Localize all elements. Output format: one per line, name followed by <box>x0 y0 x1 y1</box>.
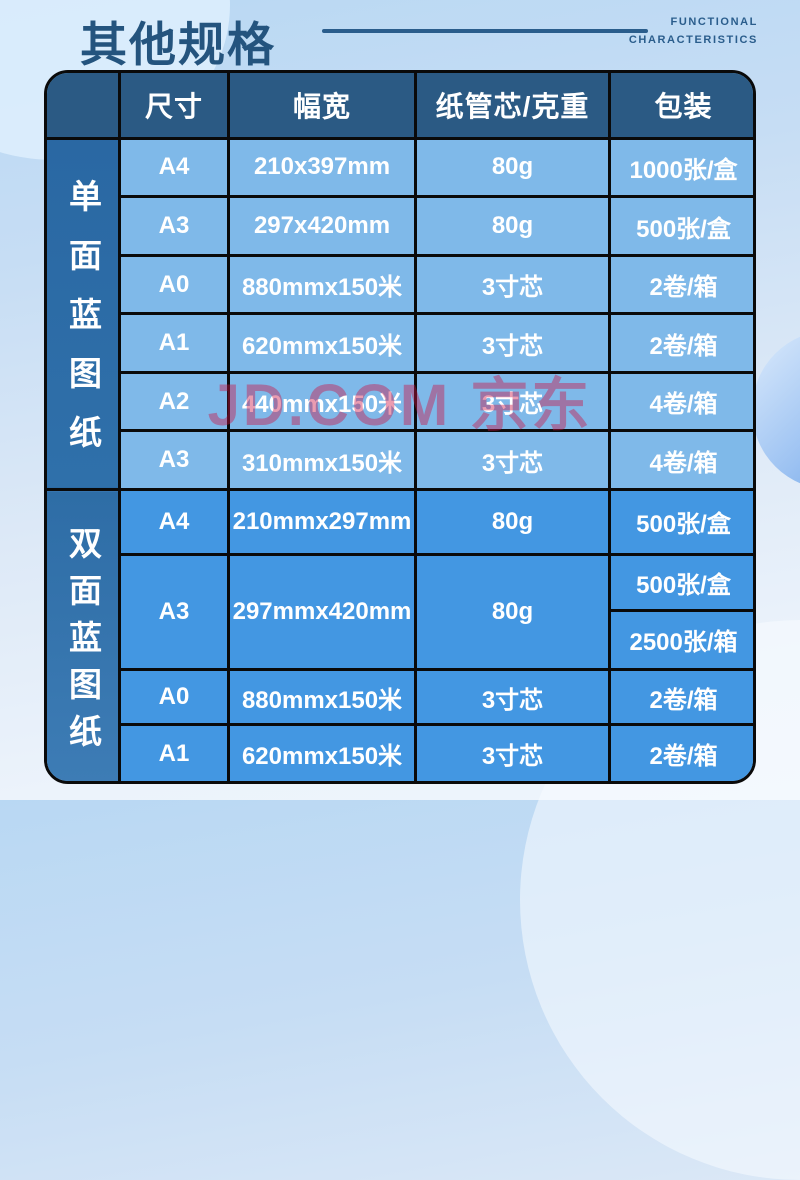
table-row: A3 297mmx420mm 80g 500张/盒 <box>47 552 753 671</box>
col-header-packing: 包装 <box>608 73 753 140</box>
table-row: A0 880mmx150米 3寸芯 2卷/箱 <box>47 667 753 727</box>
cell-packing: 4卷/箱 <box>608 370 753 433</box>
cell-width: 297mmx420mm <box>227 552 417 671</box>
cell-size: A2 <box>118 370 230 433</box>
tagline: FUNCTIONAL CHARACTERISTICS <box>629 13 758 49</box>
table-row: A2 440mmx150米 3寸芯 4卷/箱 <box>47 370 753 433</box>
cell-packing: 4卷/箱 <box>608 429 753 492</box>
table-row: 单面蓝图纸 A4 210x397mm 80g 1000张/盒 <box>47 136 753 492</box>
cell-packing: 2卷/箱 <box>608 312 753 374</box>
table-subrow: 2500张/箱 <box>47 609 753 671</box>
cell-size: A3 <box>118 429 230 492</box>
cell-width: 620mmx150米 <box>227 312 417 374</box>
cell-packing: 500张/盒 <box>608 552 753 613</box>
cell-width: 880mmx150米 <box>227 667 417 727</box>
cell-size: A1 <box>118 312 230 374</box>
cell-packing: 500张/盒 <box>608 488 753 556</box>
group-label-text: 双面蓝图纸 <box>64 525 102 761</box>
group-label-single-sided: 单面蓝图纸 <box>47 136 121 492</box>
cell-width: 297x420mm <box>227 195 417 257</box>
cell-packing: 500张/盒 <box>608 195 753 257</box>
cell-size: A3 <box>118 552 230 671</box>
cell-width: 620mmx150米 <box>227 723 417 781</box>
cell-packing-2: 2500张/箱 <box>608 609 753 671</box>
cell-core: 3寸芯 <box>414 370 611 433</box>
cell-size: A0 <box>118 253 230 316</box>
jd-watermark: JD.COM 京东 <box>207 373 593 438</box>
spec-table-grid: 尺寸 幅宽 纸管芯/克重 包装 单面蓝图纸 A4 210x397mm 80g 1… <box>47 73 753 781</box>
tagline-line2: CHARACTERISTICS <box>628 34 758 46</box>
group-label-double-sided: 双面蓝图纸 <box>47 488 121 781</box>
cell-core: 3寸芯 <box>414 253 611 316</box>
decor-circle-right <box>752 330 800 490</box>
cell-core: 3寸芯 <box>414 429 611 492</box>
spec-table: 尺寸 幅宽 纸管芯/克重 包装 单面蓝图纸 A4 210x397mm 80g 1… <box>44 70 756 784</box>
cell-packing: 2卷/箱 <box>608 667 753 727</box>
cell-core: 3寸芯 <box>414 723 611 781</box>
cell-packing: 2卷/箱 <box>608 253 753 316</box>
tagline-line1: FUNCTIONAL <box>670 16 758 28</box>
cell-size: A3 <box>118 195 230 257</box>
cell-core: 3寸芯 <box>414 667 611 727</box>
cell-core: 80g <box>414 488 611 556</box>
table-row: 双面蓝图纸 A4 210mmx297mm 80g 500张/盒 <box>47 488 753 781</box>
table-row: A3 297x420mm 80g 500张/盒 <box>47 195 753 257</box>
cell-width: 210x397mm <box>227 136 417 199</box>
cell-size: A4 <box>118 136 230 199</box>
cell-width: 310mmx150米 <box>227 429 417 492</box>
title-divider-line <box>322 29 648 33</box>
page-title: 其他规格 <box>80 18 276 71</box>
cell-width: 880mmx150米 <box>227 253 417 316</box>
col-header-core: 纸管芯/克重 <box>414 73 611 140</box>
cell-packing: 2卷/箱 <box>608 723 753 781</box>
group-label-text: 单面蓝图纸 <box>64 179 102 475</box>
cell-size: A4 <box>118 488 230 556</box>
cell-width: 210mmx297mm <box>227 488 417 556</box>
cell-core: 80g <box>414 552 611 671</box>
col-header-size: 尺寸 <box>118 73 230 140</box>
cell-packing: 1000张/盒 <box>608 136 753 199</box>
table-row: A0 880mmx150米 3寸芯 2卷/箱 <box>47 253 753 316</box>
col-header-width: 幅宽 <box>227 73 417 140</box>
table-row: A3 310mmx150米 3寸芯 4卷/箱 <box>47 429 753 492</box>
cell-core: 80g <box>414 136 611 199</box>
cell-core: 80g <box>414 195 611 257</box>
cell-core: 3寸芯 <box>414 312 611 374</box>
corner-cell <box>47 73 121 140</box>
cell-size: A1 <box>118 723 230 781</box>
table-row: A1 620mmx150米 3寸芯 2卷/箱 <box>47 312 753 374</box>
table-header-row: 尺寸 幅宽 纸管芯/克重 包装 <box>47 73 753 140</box>
cell-width: 440mmx150米 <box>227 370 417 433</box>
table-row: A1 620mmx150米 3寸芯 2卷/箱 <box>47 723 753 781</box>
cell-size: A0 <box>118 667 230 727</box>
